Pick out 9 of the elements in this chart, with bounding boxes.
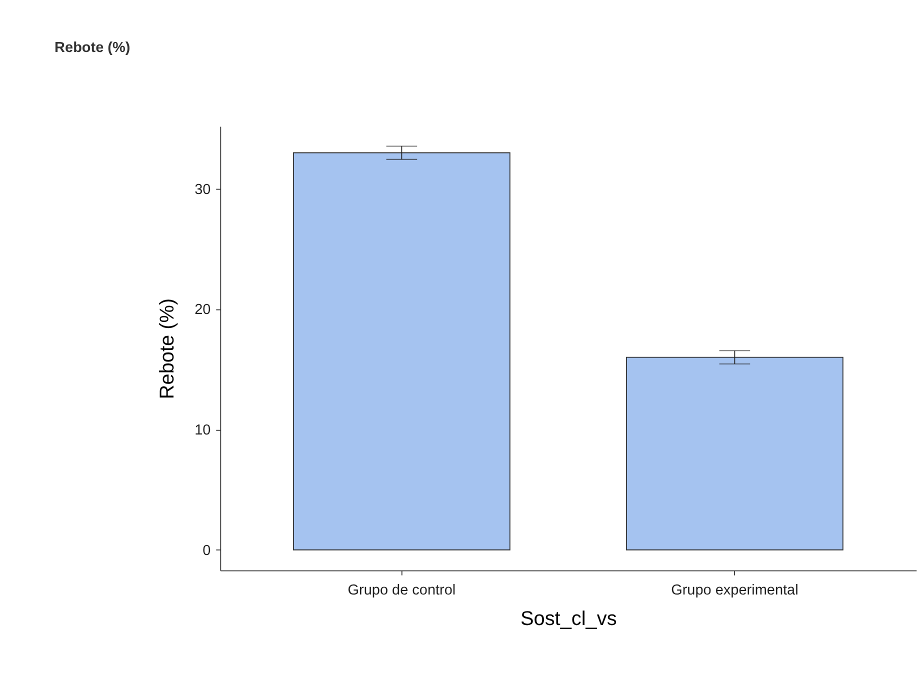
y-tick-label: 30	[194, 182, 211, 198]
x-tick-label: Grupo experimental	[671, 582, 798, 598]
y-tick-label: 0	[202, 542, 211, 559]
y-tick-label: 20	[194, 302, 211, 318]
x-axis-title: Sost_cl_vs	[520, 608, 617, 630]
x-tick-label: Grupo de control	[348, 582, 456, 598]
y-axis-title: Rebote (%)	[156, 298, 179, 400]
y-tick-label: 10	[194, 422, 211, 439]
text: Rebote (%)	[54, 40, 130, 56]
